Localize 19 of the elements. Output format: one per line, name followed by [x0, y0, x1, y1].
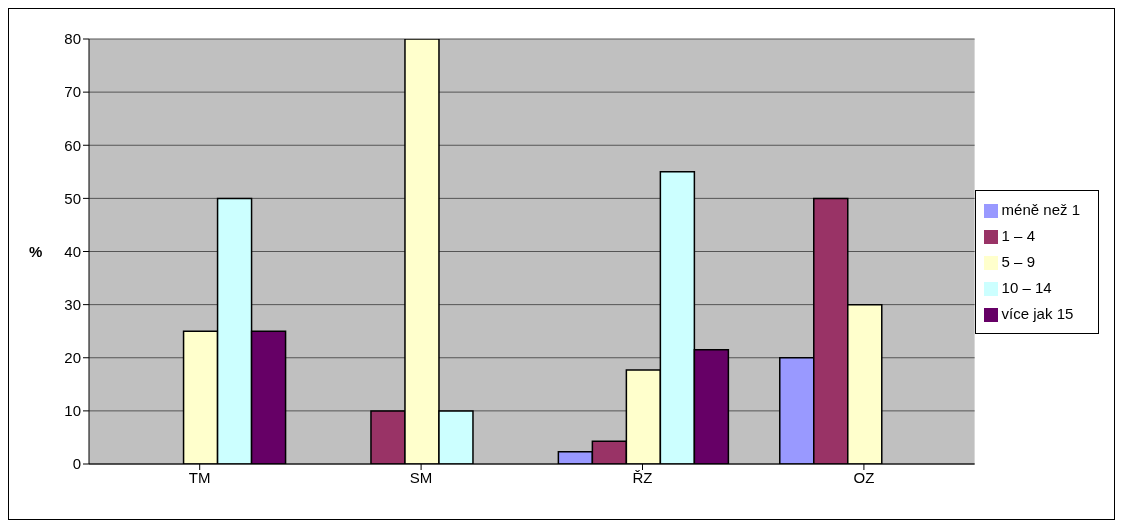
y-tick-label: 30: [64, 295, 81, 313]
x-tick-label: SM: [409, 468, 433, 486]
y-axis-title: %: [29, 242, 43, 260]
y-tick-label: 0: [72, 455, 81, 473]
legend-label: 1 – 4: [1001, 226, 1035, 244]
y-tick-label: 50: [64, 189, 81, 207]
y-tick-label: 80: [64, 30, 81, 48]
y-tick-label: 60: [64, 136, 81, 154]
legend-label: 10 – 14: [1001, 278, 1052, 296]
legend-label: méně než 1: [1001, 200, 1080, 218]
x-tick-label: ŘZ: [632, 468, 653, 486]
y-tick-label: 20: [64, 349, 81, 367]
legend-label: 5 – 9: [1001, 252, 1035, 270]
x-tick-label: TM: [188, 468, 211, 486]
y-tick-label: 40: [64, 242, 81, 260]
x-tick-label: OZ: [853, 468, 875, 486]
legend-label: více jak 15: [1001, 304, 1074, 322]
y-tick-label: 70: [64, 83, 81, 101]
y-tick-label: 10: [64, 402, 81, 420]
